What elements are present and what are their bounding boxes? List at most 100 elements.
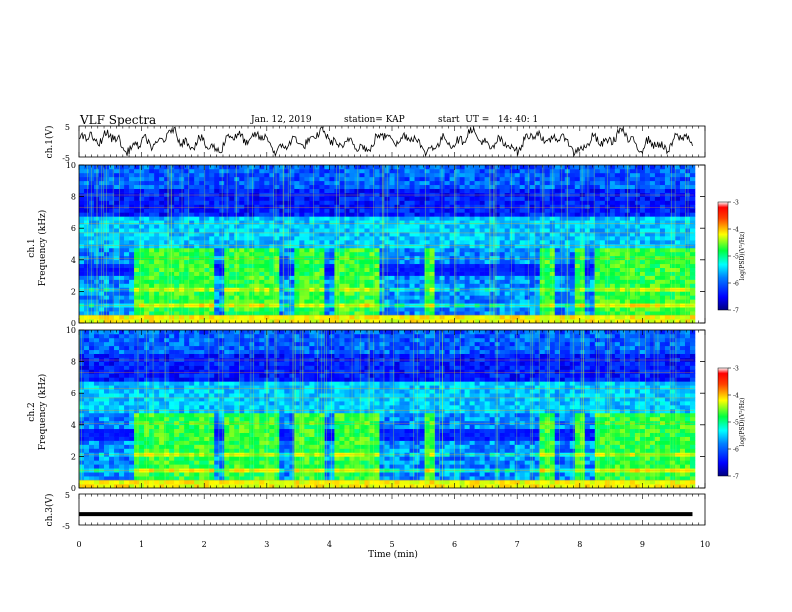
spectrogram-cell [454,208,460,213]
spectrogram-cell [509,220,515,225]
spectrogram-cell [284,176,290,182]
spectrogram-cell [204,236,210,241]
spectrogram-cell [119,307,125,312]
spectrogram-cell [544,291,551,296]
spectrogram-cell [394,275,400,280]
spectrogram-cell [619,267,626,272]
spectrogram-cell [319,271,325,276]
spectrogram-cell [359,176,365,182]
spectrogram-cell [544,220,551,225]
spectrogram-cell [639,204,646,209]
spectrogram-cell [149,263,155,268]
spectrogram-cell [549,172,556,178]
spectrogram-cell [199,267,205,272]
spectrogram-cell [464,279,470,284]
spectrogram-cell [264,311,270,316]
spectrogram-cell [129,228,135,233]
spectrogram-cell [659,176,666,182]
spectrogram-cell [649,168,656,174]
spectrogram-cell [549,240,556,245]
spectrogram-cell [239,267,245,272]
spectrogram-cell [629,168,636,174]
spectrogram-cell [574,263,581,268]
spectrogram-cell [534,275,541,280]
spectrogram-cell [469,267,475,272]
spectrogram-cell [279,165,285,170]
spectrogram-cell [259,232,265,237]
spectrogram-cell [319,263,325,268]
spectrogram-cell [684,263,691,268]
spectrogram-cell [489,244,495,249]
spectrogram-cell [399,267,405,272]
spectrogram-cell [464,168,470,174]
spectrogram-cell [229,259,235,265]
spectrogram-cell [114,180,120,186]
spectrogram-cell [144,184,150,189]
spectrogram-cell [214,200,220,205]
spectrogram-cell [164,267,170,272]
spectrogram-cell [114,295,120,300]
spectrogram-cell [359,212,365,217]
spectrogram-cell [184,224,190,229]
spectrogram-cell [84,228,90,233]
spectrogram-cell [479,200,485,205]
spectrogram-cell [254,311,260,316]
spectrogram-cell [619,200,626,205]
spectrogram-cell [279,188,285,193]
spectrogram-cell [664,263,671,268]
spectrogram-cell [599,232,606,237]
spectrogram-cell [344,165,350,170]
spectrogram-cell [119,271,125,276]
spectrogram-cell [629,259,636,265]
spectrogram-cell [594,247,601,253]
spectrogram-cell [164,311,170,316]
spectrogram-cell [304,216,310,221]
spectrogram-cell [374,208,380,213]
spectrogram-cell [374,267,380,272]
spectrogram-cell [429,247,435,253]
spectrogram-cell [349,263,355,268]
spectrogram-cell [584,188,591,193]
spectrogram-cell [619,299,626,304]
spectrogram-cell [159,247,165,253]
spectrogram-cell [134,165,140,170]
spectrogram-cell [364,200,370,205]
spectrogram-cell [664,180,671,186]
spectrogram-cell [334,216,340,221]
spectrogram-cell [669,295,676,300]
spectrogram-cell [679,283,686,288]
spectrogram-cell [329,208,335,213]
spectrogram-cell [549,220,556,225]
spectrogram-cell [479,295,485,300]
spectrogram-cell [184,200,190,205]
spectrogram-cell [194,216,200,221]
spectrogram-cell [239,275,245,280]
spectrogram-cell [114,247,120,253]
spectrogram-cell [344,275,350,280]
spectrogram-cell [674,188,681,193]
spectrogram-cell [389,283,395,288]
spectrogram-cell [129,168,135,174]
spectrogram-cell [129,200,135,205]
spectrogram-cell [324,263,330,268]
spectrogram-cell [654,247,661,253]
spectrogram-cell [274,196,280,201]
spectrogram-cell [214,240,220,245]
spectrogram-cell [309,295,315,300]
spectrogram-cell [114,172,120,178]
spectrogram-cell [544,295,551,300]
spectrogram-cell [269,244,275,249]
spectrogram-cell [264,295,270,300]
spectrogram-cell [359,165,365,170]
spectrogram-cell [514,244,521,249]
spectrogram-cell [139,180,145,186]
spectrogram-cell [424,236,430,241]
spectrogram-cell [674,283,681,288]
spectrogram-cell [419,236,425,241]
spectrogram-cell [259,216,265,221]
spectrogram-cell [629,299,636,304]
spectrogram-cell [404,283,410,288]
spectrogram-cell [324,244,330,249]
spectrogram-cell [504,184,510,189]
spectrogram-cell [359,236,365,241]
